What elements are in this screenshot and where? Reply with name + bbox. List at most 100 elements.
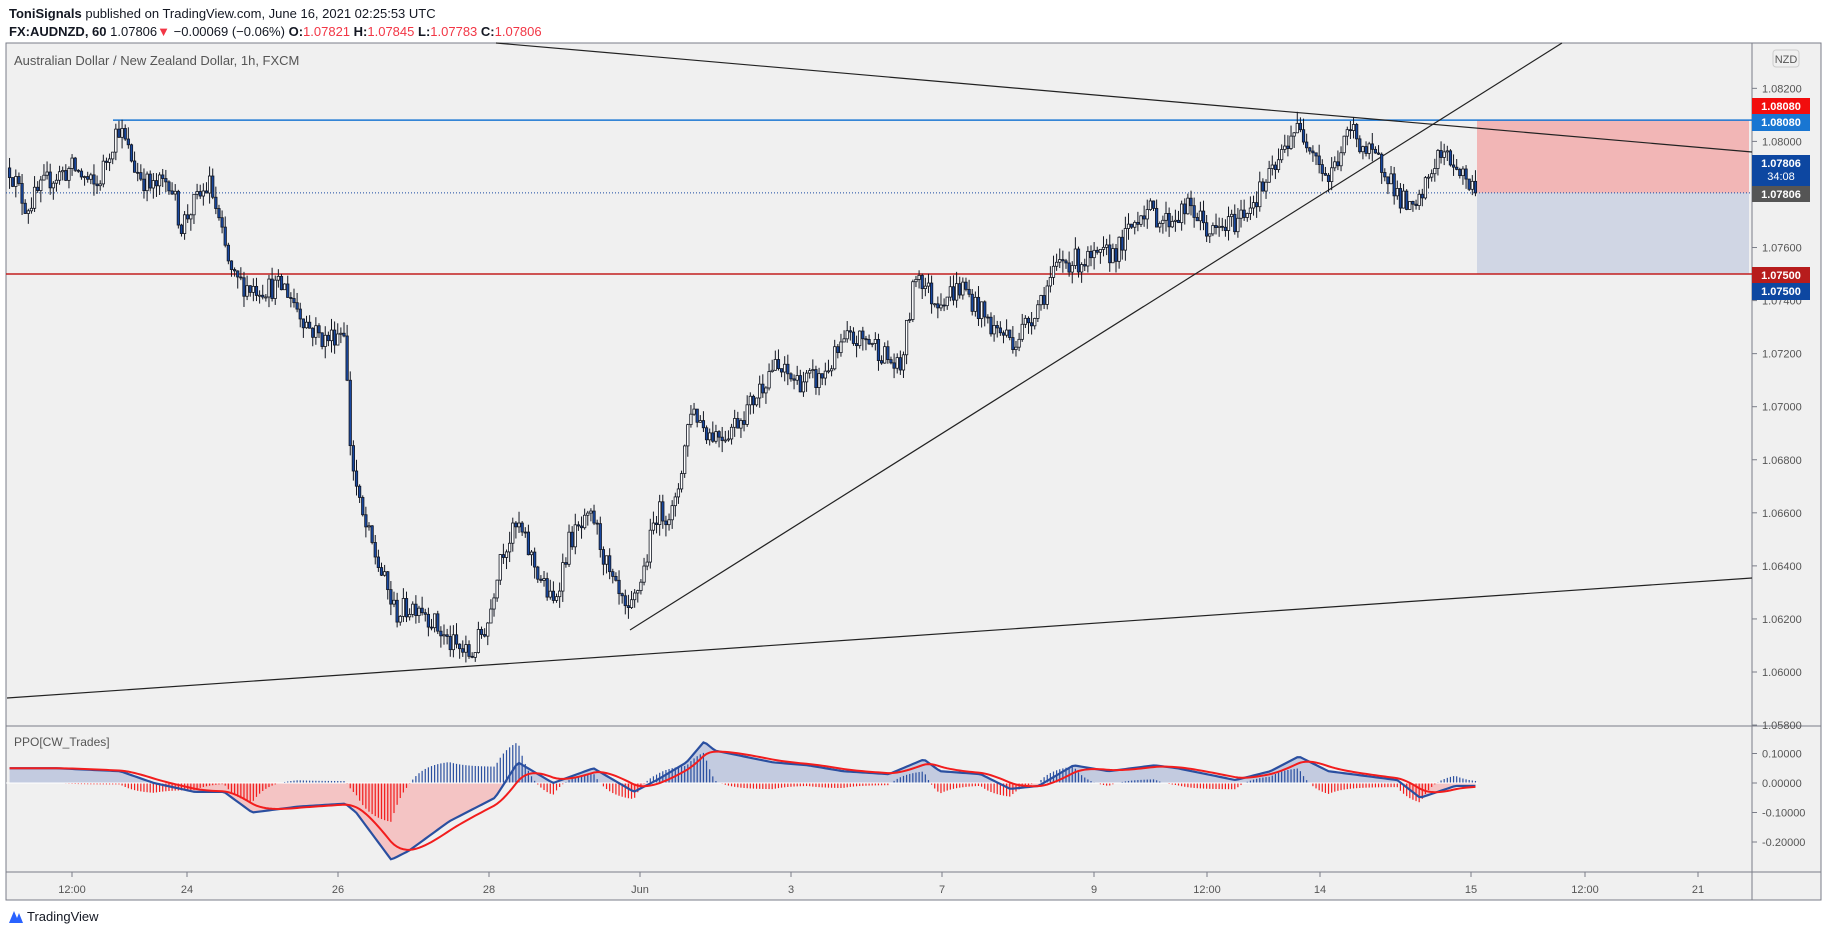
candle-body	[1330, 167, 1334, 182]
time-tick-label: 28	[483, 884, 495, 896]
candle	[964, 277, 968, 292]
candle	[579, 516, 584, 539]
candle-body	[533, 551, 537, 568]
candle	[270, 267, 274, 302]
candle	[501, 543, 505, 564]
candle	[723, 430, 727, 444]
candle-body	[129, 144, 134, 162]
candle	[829, 365, 834, 377]
candle-body	[1264, 181, 1268, 192]
candle	[283, 283, 287, 291]
candle-body	[1211, 225, 1215, 235]
candle	[439, 626, 443, 648]
author-name[interactable]: ToniSignals	[9, 6, 82, 21]
candle-body	[683, 445, 687, 474]
candle	[251, 278, 255, 302]
price-tick-label: 1.06800	[1762, 455, 1802, 467]
candle-body	[1336, 161, 1340, 167]
candle-body	[548, 590, 552, 598]
candle	[1405, 189, 1409, 211]
candle	[586, 510, 590, 526]
candle	[1323, 166, 1328, 176]
candle	[1451, 154, 1456, 176]
current-price-badge-text: 1.07806	[1761, 189, 1801, 201]
candle-body	[433, 613, 437, 629]
candle	[1380, 152, 1384, 184]
candle-body	[317, 325, 321, 334]
candle-body	[1342, 135, 1346, 154]
indicator-label[interactable]: PPO[CW_Trades]	[14, 735, 110, 749]
ppo-tick-label: -0.20000	[1762, 837, 1805, 849]
candle	[736, 411, 740, 429]
candle-body	[401, 598, 405, 617]
candle	[1270, 155, 1274, 176]
candle	[32, 176, 37, 212]
candle	[642, 557, 646, 586]
candle	[614, 572, 618, 582]
candle	[1245, 212, 1249, 222]
candle	[70, 154, 74, 176]
candle-body	[995, 325, 999, 329]
candle	[408, 608, 412, 621]
candle-body	[198, 191, 202, 197]
tradingview-logo[interactable]: TradingView	[8, 908, 99, 924]
candle	[1376, 145, 1381, 155]
candle	[583, 508, 587, 530]
candle-body	[501, 554, 505, 558]
target-price-badge: 1.07500	[1752, 267, 1810, 283]
candle-body	[1251, 202, 1256, 209]
candle-body	[1126, 223, 1131, 229]
candle	[539, 575, 543, 583]
candle	[1308, 146, 1312, 155]
candle	[754, 397, 759, 407]
price-tick-label: 1.06400	[1762, 561, 1802, 573]
candle	[151, 173, 155, 199]
candle-body	[1001, 332, 1006, 336]
candle-body	[1083, 264, 1087, 267]
candle	[1289, 125, 1293, 150]
candle-body	[1298, 122, 1303, 131]
candle	[1258, 171, 1262, 212]
candle	[617, 570, 621, 605]
currency-button[interactable]: NZD	[1772, 49, 1800, 68]
candle-body	[886, 346, 890, 361]
candle	[1076, 246, 1081, 278]
candle	[48, 163, 52, 195]
candle-body	[1461, 168, 1465, 177]
candle-body	[173, 190, 177, 195]
candle	[1058, 248, 1062, 269]
candle	[323, 326, 327, 359]
candle-body	[270, 278, 274, 299]
candle	[339, 327, 343, 344]
candle-body	[79, 170, 84, 178]
candle	[598, 516, 602, 558]
candle	[261, 284, 265, 300]
high-label: H:	[353, 24, 368, 39]
candle-body	[629, 599, 634, 608]
tradingview-logo-icon	[9, 911, 23, 923]
candle	[836, 344, 840, 359]
candle-body	[1248, 207, 1252, 214]
publish-info: ToniSignals published on TradingView.com…	[9, 6, 436, 21]
candle	[204, 182, 209, 194]
candle	[139, 164, 143, 182]
candle-body	[811, 369, 815, 371]
candle-body	[926, 282, 931, 287]
candle-body	[89, 174, 93, 180]
candle	[1436, 148, 1440, 176]
candle-body	[942, 304, 946, 307]
candle-body	[1358, 138, 1362, 153]
candle	[998, 321, 1002, 336]
candle-body	[517, 522, 521, 528]
candle-body	[358, 485, 362, 498]
current-price-badge-bg	[1752, 186, 1810, 202]
candle	[1470, 175, 1474, 196]
candle	[417, 605, 421, 623]
candle-body	[589, 510, 593, 514]
candle-body	[739, 420, 743, 429]
candle	[1401, 183, 1406, 209]
candle-body	[879, 360, 884, 364]
candle-body	[1339, 152, 1343, 167]
candle	[920, 273, 924, 300]
